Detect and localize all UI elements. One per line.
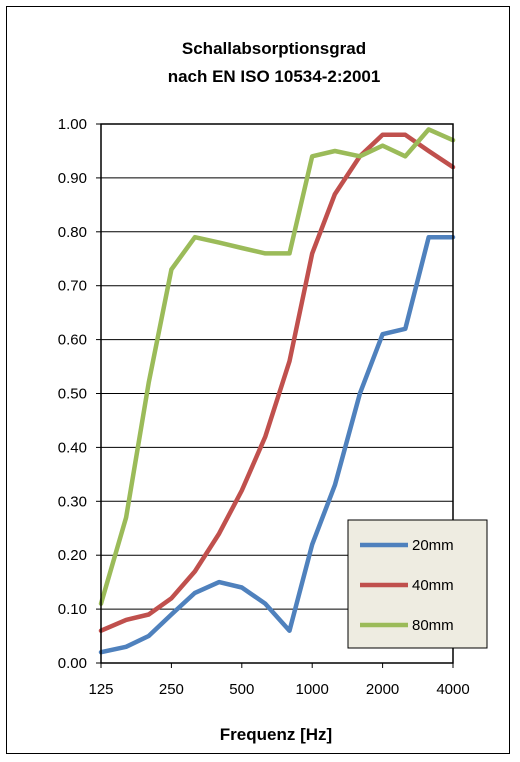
y-tick-label: 0.30: [58, 493, 87, 510]
chart-title-line-1: Schallabsorptionsgrad: [182, 39, 366, 58]
x-tick-label: 500: [229, 681, 254, 698]
x-tick-label: 250: [159, 681, 184, 698]
y-tick-label: 0.90: [58, 170, 87, 187]
y-tick-label: 0.00: [58, 655, 87, 672]
series-line-80mm: [98, 127, 456, 606]
plot-area-border: [100, 123, 454, 664]
series-lines: [98, 127, 456, 655]
series-line-20mm: [98, 234, 456, 655]
x-tick-label: 2000: [366, 681, 399, 698]
chart-title: Schallabsorptionsgrad nach EN ISO 10534-…: [168, 39, 381, 86]
legend-label: 20mm: [412, 537, 454, 554]
series-line-40mm: [98, 132, 456, 633]
legend-label: 40mm: [412, 577, 454, 594]
y-tick-label: 0.60: [58, 332, 87, 349]
x-tick-label: 1000: [296, 681, 329, 698]
x-tick-label: 4000: [436, 681, 469, 698]
legend-label: 80mm: [412, 617, 454, 634]
legend: 20mm 40mm 80mm: [347, 519, 488, 649]
y-tick-label: 0.70: [58, 278, 87, 295]
y-tick-label: 0.10: [58, 601, 87, 618]
y-tick-label: 0.40: [58, 439, 87, 456]
chart-title-line-2: nach EN ISO 10534-2:2001: [168, 67, 381, 86]
y-tick-label: 0.50: [58, 386, 87, 403]
x-axis-title: Frequenz [Hz]: [220, 725, 332, 744]
y-tick-label: 1.00: [58, 116, 87, 133]
y-tick-label: 0.80: [58, 224, 87, 241]
y-tick-label: 0.20: [58, 547, 87, 564]
x-tick-label: 125: [88, 681, 113, 698]
y-axis-ticks: 0.00 0.10 0.20 0.30 0.40 0.50 0.60 0.70 0.80 0.90…: [58, 116, 101, 672]
x-axis-ticks: 125 250 500 1000 2000 4000: [88, 663, 470, 698]
